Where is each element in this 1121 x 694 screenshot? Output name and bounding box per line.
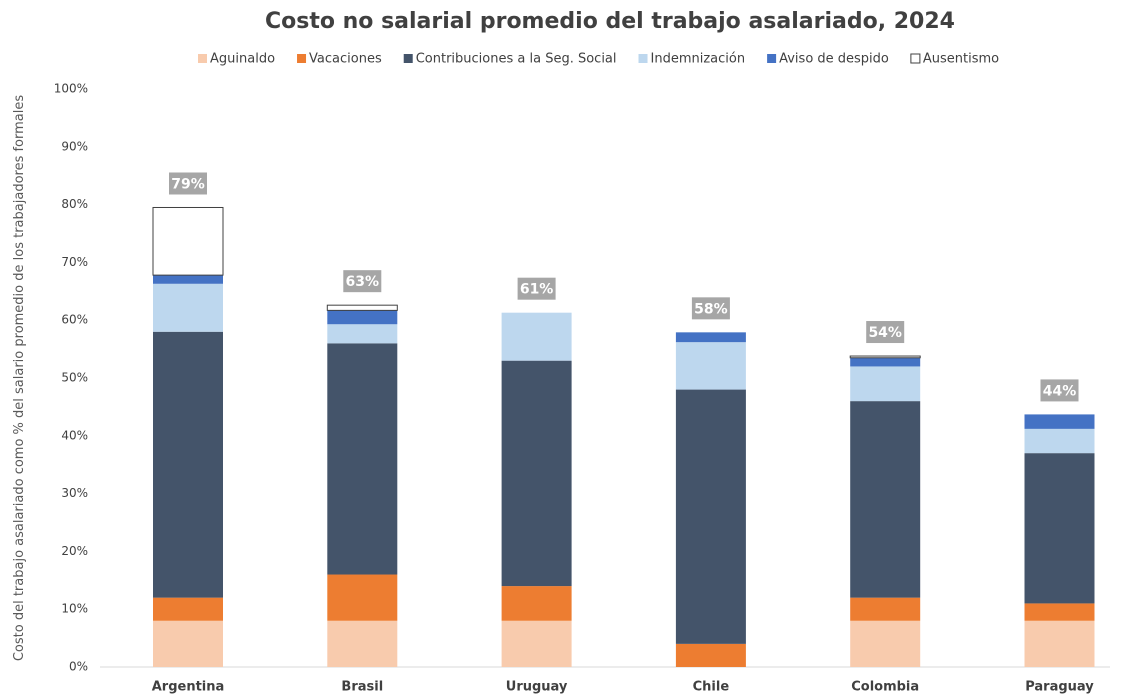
legend-label: Indemnización [651, 52, 746, 67]
bar-segment [153, 283, 223, 332]
y-tick-label: 70% [61, 255, 88, 269]
legend-label: Contribuciones a la Seg. Social [416, 52, 617, 67]
x-tick-label: Chile [693, 680, 730, 694]
bar-segment [1024, 603, 1095, 621]
bar-segment [327, 324, 398, 344]
y-tick-label: 60% [61, 313, 88, 327]
bar-segment [153, 620, 223, 667]
bar-segment [675, 643, 746, 667]
y-axis-label: Costo del trabajo asalariado como % del … [12, 94, 27, 662]
legend-label: Ausentismo [923, 52, 999, 67]
total-label-box [169, 172, 207, 195]
bar-segment [152, 206, 224, 276]
y-tick-label: 0% [69, 660, 88, 674]
y-tick-label: 10% [61, 602, 88, 616]
bar-segment [850, 357, 921, 367]
x-tick-label: Uruguay [506, 680, 568, 694]
total-label-box [517, 277, 556, 300]
total-label-box [1040, 379, 1079, 402]
legend-swatch [198, 54, 207, 63]
total-label-box [866, 321, 905, 344]
legend-swatch [403, 54, 413, 63]
y-tick-label: 20% [61, 544, 88, 558]
total-label: 58% [694, 301, 728, 317]
bar-segment [850, 401, 921, 598]
bar-segment [675, 332, 746, 343]
bar-segment [1024, 620, 1095, 667]
bar-segment [501, 360, 572, 587]
x-tick-label: Brasil [341, 680, 383, 694]
total-label: 61% [520, 282, 554, 298]
bar-segment [153, 597, 223, 621]
bar-segment [327, 620, 398, 667]
x-tick-label: Argentina [152, 680, 225, 694]
bar-segment [850, 366, 921, 402]
bar-segment [327, 310, 398, 325]
bar-segment [327, 574, 398, 621]
total-label: 54% [868, 325, 902, 341]
chart-title: Costo no salarial promedio del trabajo a… [265, 9, 955, 34]
total-label: 79% [171, 176, 205, 192]
bar-segment [326, 304, 398, 311]
y-tick-label: 90% [61, 139, 88, 153]
y-tick-label: 30% [61, 486, 88, 500]
bar-segment [153, 331, 223, 598]
bar-segment [1024, 414, 1095, 429]
bar-segment [675, 389, 746, 644]
legend-swatch [297, 54, 307, 63]
legend-swatch [638, 54, 648, 63]
total-label-box [343, 270, 382, 293]
x-tick-label: Paraguay [1025, 680, 1094, 694]
bar-segment [501, 312, 572, 361]
bar-segment [327, 343, 398, 575]
bar-segment [849, 355, 921, 359]
bar-segment [501, 586, 572, 621]
total-label-box [691, 297, 730, 320]
y-tick-label: 100% [54, 82, 88, 96]
y-tick-label: 80% [61, 197, 88, 211]
legend-swatch [910, 53, 921, 64]
x-tick-label: Colombia [851, 680, 919, 694]
legend-label: Vacaciones [309, 52, 382, 67]
bar-segment [675, 342, 746, 390]
bar-segment [153, 275, 223, 284]
legend-label: Aviso de despido [779, 52, 889, 67]
bar-segment [1024, 428, 1095, 454]
y-tick-label: 50% [61, 371, 88, 385]
legend-label: Aguinaldo [210, 52, 275, 67]
y-tick-label: 40% [61, 428, 88, 442]
total-label: 44% [1043, 383, 1077, 399]
bar-segment [850, 597, 921, 621]
bar-segment [850, 620, 921, 667]
total-label: 63% [346, 274, 380, 290]
legend-swatch [767, 54, 777, 63]
bar-segment [1024, 453, 1095, 604]
bar-segment [501, 620, 572, 667]
